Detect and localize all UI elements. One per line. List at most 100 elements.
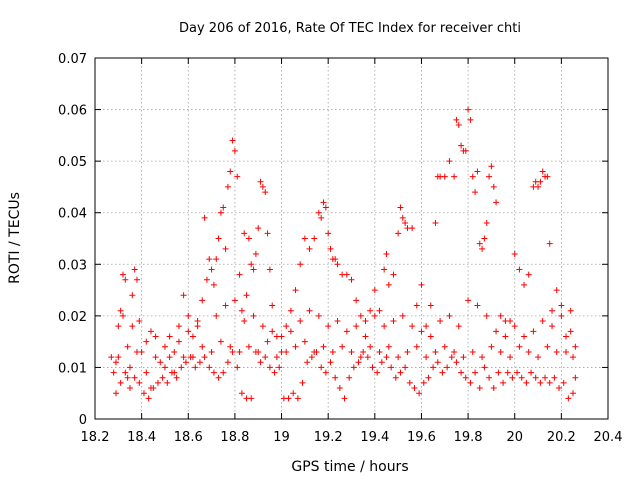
data-point <box>126 364 133 371</box>
data-point <box>381 323 388 330</box>
data-point <box>203 276 210 283</box>
data-point <box>542 374 549 381</box>
data-point <box>325 323 332 330</box>
data-point <box>476 240 483 247</box>
data-point <box>110 369 117 376</box>
data-point <box>350 364 357 371</box>
data-point <box>199 297 206 304</box>
data-point <box>390 318 397 325</box>
data-point <box>208 348 215 355</box>
data-point <box>467 379 474 386</box>
data-point <box>259 183 266 190</box>
data-point <box>131 374 138 381</box>
data-point <box>124 374 131 381</box>
data-point <box>236 348 243 355</box>
data-point <box>490 385 497 392</box>
data-point <box>273 354 280 361</box>
data-point <box>451 348 458 355</box>
data-point <box>481 364 488 371</box>
data-point <box>117 379 124 386</box>
data-point <box>206 364 213 371</box>
data-point <box>560 379 567 386</box>
x-tick-label: 19.2 <box>314 430 343 445</box>
data-point <box>220 204 227 211</box>
data-point <box>189 333 196 340</box>
data-point <box>348 276 355 283</box>
data-point <box>136 318 143 325</box>
data-point <box>150 385 157 392</box>
data-point <box>418 328 425 335</box>
data-point <box>224 183 231 190</box>
x-tick-label: 18.8 <box>220 430 249 445</box>
data-point <box>385 281 392 288</box>
data-point <box>236 271 243 278</box>
data-point <box>278 333 285 340</box>
data-point <box>283 323 290 330</box>
data-point <box>523 379 530 386</box>
data-point <box>441 173 448 180</box>
data-point <box>213 256 220 263</box>
data-point <box>234 173 241 180</box>
data-point <box>311 235 318 242</box>
data-point <box>486 173 493 180</box>
data-point <box>565 395 572 402</box>
data-point <box>220 369 227 376</box>
data-point <box>229 348 236 355</box>
data-point <box>248 261 255 268</box>
y-tick-label: 0.04 <box>58 207 87 222</box>
data-point <box>399 312 406 319</box>
data-point <box>446 312 453 319</box>
data-point <box>497 312 504 319</box>
data-point <box>341 395 348 402</box>
data-point <box>182 359 189 366</box>
chart-title: Day 206 of 2016, Rate Of TEC Index for r… <box>179 21 521 36</box>
data-point <box>210 281 217 288</box>
data-point <box>397 204 404 211</box>
data-point <box>194 318 201 325</box>
data-point <box>192 364 199 371</box>
data-point <box>460 354 467 361</box>
data-point <box>266 364 273 371</box>
data-point <box>206 256 213 263</box>
data-point <box>175 338 182 345</box>
data-point <box>488 343 495 350</box>
data-point <box>108 354 115 361</box>
data-point <box>532 374 539 381</box>
data-point <box>126 385 133 392</box>
data-point <box>507 354 514 361</box>
data-point <box>437 318 444 325</box>
data-point <box>301 235 308 242</box>
data-point <box>423 354 430 361</box>
data-point <box>315 312 322 319</box>
data-point <box>320 199 327 206</box>
data-point <box>166 333 173 340</box>
data-point <box>285 395 292 402</box>
data-point <box>122 276 129 283</box>
data-point <box>180 354 187 361</box>
data-point <box>336 385 343 392</box>
data-point <box>441 343 448 350</box>
y-tick-label: 0.03 <box>58 258 87 273</box>
data-point <box>257 178 264 185</box>
data-point <box>334 318 341 325</box>
data-point <box>572 374 579 381</box>
data-point <box>518 374 525 381</box>
data-point <box>455 122 462 129</box>
data-point <box>266 266 273 273</box>
data-point <box>194 323 201 330</box>
data-point <box>488 163 495 170</box>
data-point <box>269 302 276 309</box>
data-point <box>346 374 353 381</box>
data-point <box>402 220 409 227</box>
data-point <box>231 147 238 154</box>
data-point <box>353 297 360 304</box>
data-point <box>112 359 119 366</box>
x-tick-label: 19.6 <box>407 430 436 445</box>
data-point <box>528 369 535 376</box>
data-point <box>152 333 159 340</box>
data-point <box>369 364 376 371</box>
x-tick-labels: 18.2 18.4 18.6 18.8 19 19.2 19.4 19.6 19.8 20 20.2… <box>81 430 623 445</box>
data-point <box>404 348 411 355</box>
data-point <box>390 271 397 278</box>
